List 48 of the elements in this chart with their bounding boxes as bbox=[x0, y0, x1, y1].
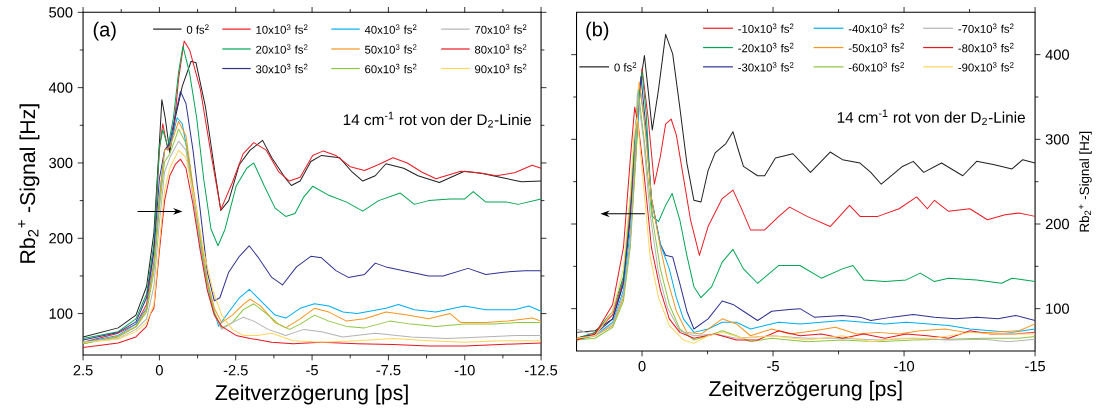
y-tick-label: 500 bbox=[49, 7, 73, 18]
x-tick-label: -2.5 bbox=[223, 365, 248, 376]
x-tick-label: 0 bbox=[155, 365, 163, 376]
legend-label: 30x10$^{3}$ fs$^{2}$ bbox=[255, 63, 308, 74]
legend-label: 0 fs$^{2}$ bbox=[614, 62, 637, 72]
legend-label: -30x10$^{3}$ fs$^{2}$ bbox=[738, 62, 794, 72]
x-axis-title: Zeitverzögerung [ps] bbox=[215, 384, 408, 405]
x-tick-label: -15 bbox=[1025, 361, 1046, 372]
y-tick-label: 200 bbox=[1045, 218, 1069, 230]
legend-label: 0 fs$^{2}$ bbox=[186, 24, 209, 34]
x-tick-label: 2.5 bbox=[73, 365, 93, 376]
y-tick-label: 300 bbox=[1045, 134, 1069, 145]
legend-label: -10x10$^{3}$ fs$^{2}$ bbox=[738, 23, 794, 33]
legend-label: 20x10$^{3}$ fs$^{2}$ bbox=[256, 44, 308, 54]
legend-label: -40x10$^{3}$ fs$^{2}$ bbox=[848, 23, 904, 33]
x-axis-title: Zeitverzögerung [ps] bbox=[709, 380, 902, 401]
y-tick-label: 200 bbox=[49, 233, 73, 244]
annotation: 14 cm$^{-1}$ rot von der D$_{2}$-Linie bbox=[837, 109, 1025, 126]
annotation: (b) bbox=[586, 21, 609, 41]
x-tick-label: -10 bbox=[454, 365, 475, 376]
x-tick-label: 0 bbox=[638, 361, 646, 372]
legend-label: -20x10$^{3}$ fs$^{2}$ bbox=[738, 42, 794, 53]
y-tick-label: 100 bbox=[49, 308, 73, 319]
annotation: (a) bbox=[93, 21, 116, 41]
legend-label: -80x10$^{3}$ fs$^{2}$ bbox=[958, 42, 1014, 53]
y-tick-label: 100 bbox=[1046, 303, 1069, 314]
legend-label: -70x10$^{3}$ fs$^{2}$ bbox=[958, 23, 1014, 33]
y-axis-title: Rb$_{2}$$^{+}$ -Signal [Hz] bbox=[1078, 131, 1092, 232]
legend-label: 50x10$^{3}$ fs$^{2}$ bbox=[365, 44, 417, 54]
x-tick-label: -5 bbox=[767, 361, 779, 372]
y-tick-label: 400 bbox=[1045, 49, 1069, 60]
legend-label: -90x10$^{3}$ fs$^{2}$ bbox=[958, 62, 1014, 72]
legend-label: 60x10$^{3}$ fs$^{2}$ bbox=[365, 63, 417, 74]
x-tick-label: -7.5 bbox=[376, 365, 401, 376]
x-tick-label: -5 bbox=[306, 365, 318, 376]
annotation: 14 cm$^{-1}$ rot von der D$_{2}$-Linie bbox=[343, 111, 531, 128]
legend-label: 80x10$^{3}$ fs$^{2}$ bbox=[474, 44, 527, 54]
legend-label: 70x10$^{3}$ fs$^{2}$ bbox=[475, 24, 527, 34]
legend-label: -60x10$^{3}$ fs$^{2}$ bbox=[848, 62, 904, 72]
x-tick-label: -12.5 bbox=[525, 365, 558, 376]
legend-label: 90x10$^{3}$ fs$^{2}$ bbox=[474, 63, 527, 74]
y-axis-title: Rb$_{2}$$^{+}$ -Signal [Hz] bbox=[17, 104, 40, 263]
legend-label: 40x10$^{3}$ fs$^{2}$ bbox=[364, 24, 417, 34]
y-tick-label: 400 bbox=[48, 82, 73, 93]
legend-label: -50x10$^{3}$ fs$^{2}$ bbox=[848, 42, 904, 53]
x-tick-label: -10 bbox=[894, 361, 915, 372]
legend-label: 10x10$^{3}$ fs$^{2}$ bbox=[256, 24, 308, 34]
y-tick-label: 300 bbox=[49, 157, 73, 169]
